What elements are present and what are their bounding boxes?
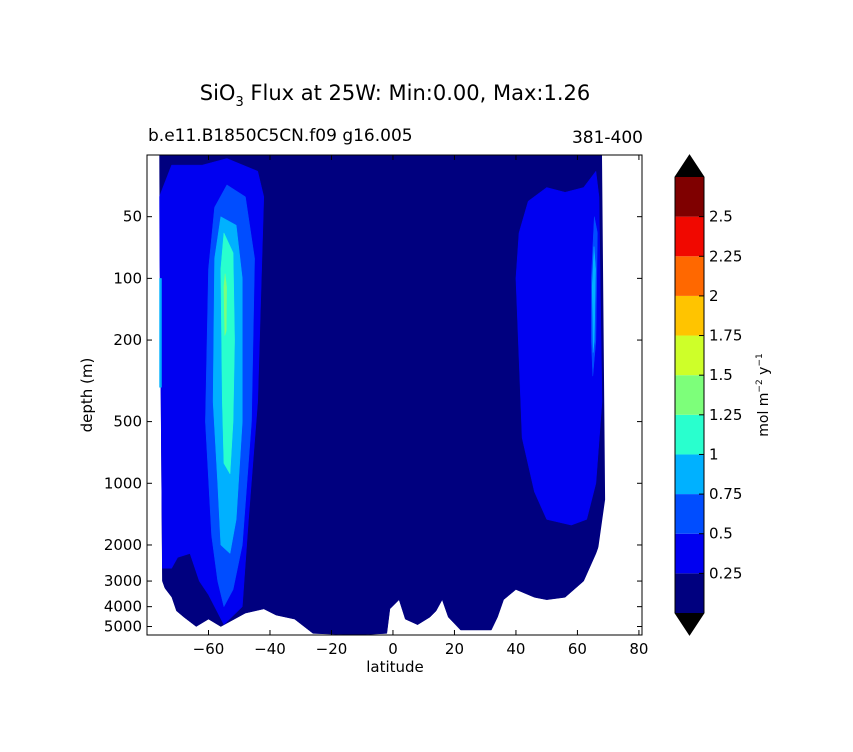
- y-tick-label: 50: [123, 208, 142, 226]
- y-tick-label: 1000: [104, 474, 142, 492]
- colorbar-tick-label: 1.25: [709, 406, 742, 424]
- colorbar-segment: [675, 256, 704, 296]
- x-axis-label: latitude: [366, 658, 424, 676]
- colorbar-segment: [675, 533, 704, 574]
- y-tick-label: 5000: [104, 618, 142, 636]
- y-tick-label: 100: [113, 269, 142, 287]
- colorbar-ticks: 0.25 0.5 0.75 1 1.25 1.5 1.75 2 2.25 2.5: [699, 208, 742, 582]
- contour-region-0-25-0-5-northern: [515, 170, 603, 526]
- y-axis-label: depth (m): [78, 358, 96, 433]
- y-tick-label: 200: [113, 331, 142, 349]
- colorbar-tick-label: 0.25: [709, 564, 742, 582]
- colorbar-segment: [675, 454, 704, 495]
- x-tick-label: 20: [445, 640, 464, 658]
- colorbar-tick-label: 0.75: [709, 485, 742, 503]
- colorbar-segment: [675, 573, 704, 613]
- contour-region-0-0-25: [159, 155, 609, 635]
- colorbar-extend-max: [675, 155, 704, 177]
- chart-title: SiO3 Flux at 25W: Min:0.00, Max:1.26: [200, 81, 590, 110]
- colorbar-tick-label: 2.5: [709, 208, 733, 226]
- plot-area: [147, 155, 642, 635]
- x-tick-label: −20: [316, 640, 348, 658]
- colorbar-tick-label: 1.75: [709, 327, 742, 345]
- contour-region-0-75-1-northern: [591, 246, 596, 353]
- y-tick-label: 3000: [104, 572, 142, 590]
- x-axis: −60 −40 −20 0 20 40 60 80: [193, 155, 648, 658]
- x-tick-label: 40: [506, 640, 525, 658]
- colorbar-segment: [675, 177, 704, 217]
- right-subtitle: 381-400: [572, 128, 643, 148]
- contour-region-1-25-1-5: [223, 273, 227, 336]
- colorbar-segment: [675, 216, 704, 257]
- y-axis: 50 100 200 500 1000 2000 3000 4000 5000: [104, 208, 642, 636]
- plot-frame: [146, 154, 643, 636]
- bathymetry-arctic-land: [583, 155, 642, 635]
- colorbar: [674, 154, 705, 636]
- colorbar-extend-min: [675, 613, 704, 635]
- colorbar-label: mol m−2 y−1: [755, 353, 772, 437]
- colorbar-tick-label: 1: [709, 445, 719, 463]
- colorbar-segment: [675, 335, 704, 376]
- colorbar-outline: [674, 154, 705, 636]
- colorbar-segment: [675, 295, 704, 336]
- left-subtitle: b.e11.B1850C5CN.f09 g16.005: [148, 126, 413, 146]
- x-tick-label: −40: [254, 640, 286, 658]
- y-tick-label: 500: [113, 413, 142, 431]
- colorbar-tick-label: 0.5: [709, 525, 733, 543]
- colorbar-segment: [675, 375, 704, 415]
- x-tick-label: 0: [388, 640, 398, 658]
- y-tick-label: 4000: [104, 598, 142, 616]
- x-tick-label: 60: [568, 640, 587, 658]
- colorbar-tick-label: 2.25: [709, 247, 742, 265]
- x-tick-label: −60: [193, 640, 225, 658]
- contour-regions: [147, 155, 642, 635]
- x-tick-label: 80: [629, 640, 648, 658]
- bathymetry-antarctic-shelf: [147, 155, 187, 635]
- colorbar-segment: [675, 414, 704, 455]
- colorbar-tick-label: 1.5: [709, 366, 733, 384]
- colorbar-segment: [675, 494, 704, 534]
- y-tick-label: 2000: [104, 536, 142, 554]
- colorbar-tick-label: 2: [709, 287, 719, 305]
